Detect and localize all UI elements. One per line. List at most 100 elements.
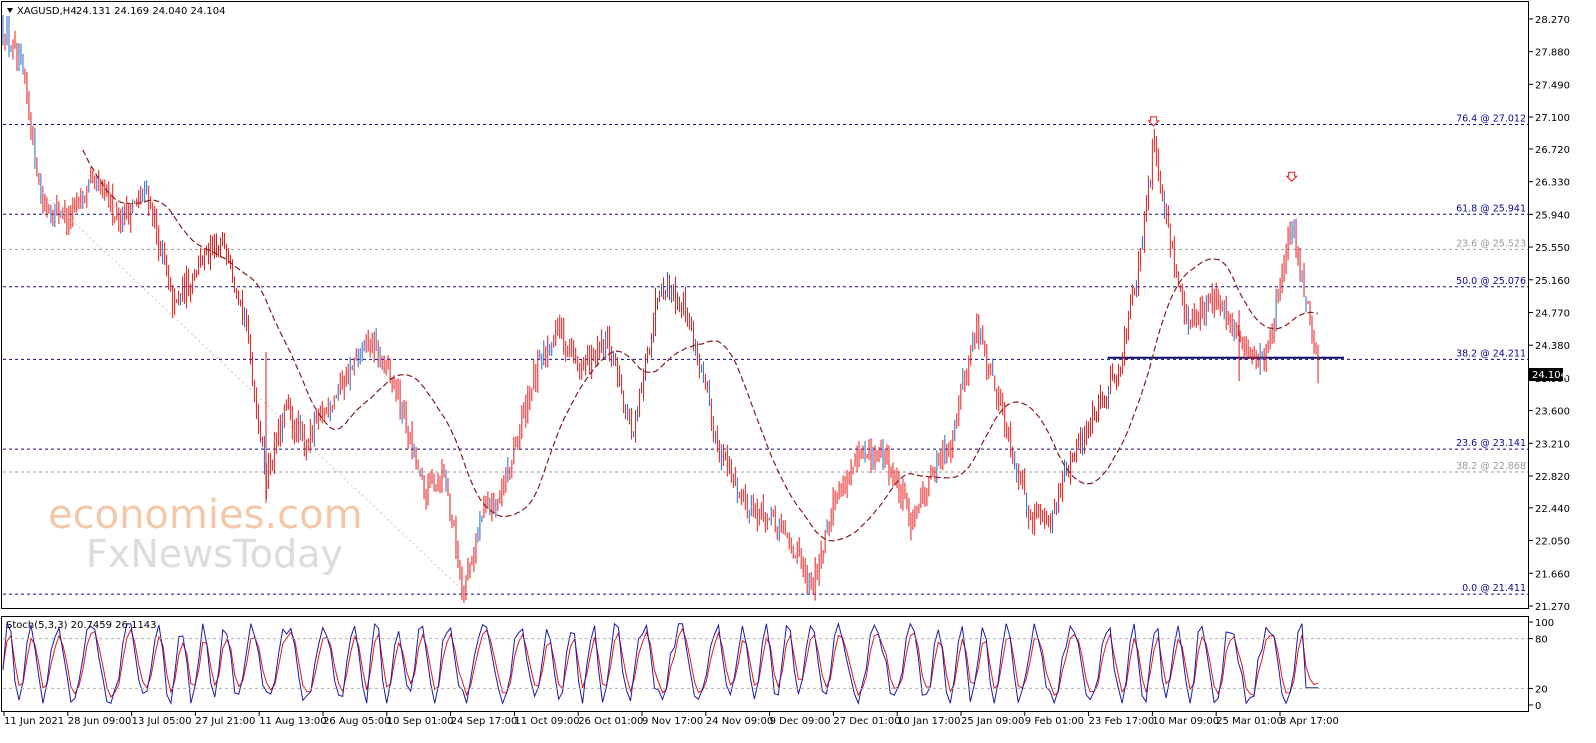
y-tick-label: 22.440 — [1535, 504, 1570, 515]
y-tick-label: 25.550 — [1535, 243, 1570, 254]
fib-level-label: 76.4 @ 27.012 — [1456, 113, 1526, 124]
x-tick: 24 Nov 09:00 — [705, 712, 773, 727]
fib-level: 61.8 @ 25.941 — [3, 203, 1528, 215]
watermark-economies: economies.com — [48, 492, 363, 538]
x-tick-label: 8 Apr 17:00 — [1280, 716, 1339, 727]
main-pane — [1, 1, 1529, 609]
y-tick: 25.940 — [1529, 210, 1570, 221]
x-tick-label: 23 Feb 17:00 — [1089, 716, 1155, 727]
x-tick: 11 Oct 09:00 — [513, 712, 580, 727]
x-tick: 10 Mar 09:00 — [1151, 712, 1219, 727]
y-tick-label: 26.720 — [1535, 145, 1570, 156]
watermark-fxnewstoday: FxNewsToday — [86, 532, 343, 576]
current-price-value: 24.104 — [1532, 370, 1567, 381]
stoch-tick-label: 80 — [1535, 635, 1548, 646]
y-tick-label: 22.050 — [1535, 537, 1570, 548]
fib-level-label: 61.8 @ 25.941 — [1456, 203, 1526, 214]
x-tick-label: 24 Nov 09:00 — [706, 716, 773, 727]
fib-level-label: 23.6 @ 23.141 — [1456, 438, 1526, 449]
y-tick-label: 28.270 — [1535, 15, 1570, 26]
y-tick: 22.820 — [1529, 472, 1570, 483]
x-tick-label: 11 Oct 09:00 — [514, 716, 579, 727]
dropdown-triangle-icon[interactable] — [7, 8, 13, 13]
fib-level-label: 0.0 @ 21.411 — [1462, 583, 1526, 594]
x-tick: 27 Jul 21:00 — [194, 712, 255, 727]
stoch-tick: 0 — [1529, 701, 1541, 712]
fib-level: 0.0 @ 21.411 — [3, 583, 1528, 595]
x-tick-label: 27 Jul 21:00 — [195, 716, 255, 727]
y-tick: 24.770 — [1529, 308, 1570, 319]
x-tick-label: 9 Dec 09:00 — [770, 716, 831, 727]
y-tick: 28.270 — [1529, 15, 1570, 26]
moving-average-layer — [42, 149, 1319, 592]
y-tick: 22.440 — [1529, 504, 1570, 515]
stoch-tick-label: 0 — [1535, 701, 1541, 712]
y-tick-label: 25.940 — [1535, 210, 1570, 221]
y-tick: 22.050 — [1529, 537, 1570, 548]
y-tick-label: 26.330 — [1535, 178, 1570, 189]
y-tick-label: 27.100 — [1535, 113, 1570, 124]
y-tick: 26.720 — [1529, 145, 1570, 156]
y-tick: 26.330 — [1529, 178, 1570, 189]
x-tick: 26 Oct 01:00 — [577, 712, 643, 727]
x-tick: 11 Aug 13:00 — [258, 712, 327, 727]
y-tick: 27.100 — [1529, 113, 1570, 124]
stoch-tick: 20 — [1529, 684, 1548, 695]
y-tick: 21.660 — [1529, 569, 1570, 580]
x-tick-label: 26 Oct 01:00 — [578, 716, 643, 727]
time-axis: 11 Jun 2021 28 Jun 09:00 13 Jul 05:00 27 Ju… — [3, 712, 1339, 727]
y-tick: 23.600 — [1529, 407, 1570, 418]
x-tick: 25 Mar 01:00 — [1215, 712, 1283, 727]
x-tick-label: 24 Sep 17:00 — [451, 716, 518, 727]
y-tick: 24.380 — [1529, 341, 1570, 352]
y-tick-label: 23.600 — [1535, 407, 1570, 418]
y-tick: 27.490 — [1529, 80, 1570, 91]
fib-level: 76.4 @ 27.012 — [3, 113, 1528, 125]
x-tick-label: 27 Dec 01:00 — [833, 716, 900, 727]
x-tick-label: 10 Sep 01:00 — [387, 716, 454, 727]
fibonacci-levels: 76.4 @ 27.012 61.8 @ 25.941 23.6 @ 25.523 5… — [3, 113, 1528, 595]
x-tick-label: 10 Mar 09:00 — [1152, 716, 1219, 727]
x-tick-label: 25 Jan 09:00 — [961, 716, 1024, 727]
x-tick: 27 Dec 01:00 — [832, 712, 901, 727]
stoch-tick: 100 — [1529, 618, 1554, 629]
fib-level-label: 23.6 @ 25.523 — [1456, 238, 1526, 249]
y-tick-label: 21.660 — [1535, 569, 1570, 580]
y-tick: 21.270 — [1529, 602, 1570, 613]
ohlc-values: 24.131 24.169 24.040 24.104 — [76, 6, 226, 17]
x-tick: 9 Dec 09:00 — [769, 712, 831, 727]
x-tick-label: 9 Nov 17:00 — [642, 716, 703, 727]
fib-level-label: 38.2 @ 24.211 — [1456, 348, 1526, 359]
x-tick: 9 Feb 01:00 — [1024, 712, 1084, 727]
stoch-tick-label: 20 — [1535, 684, 1548, 695]
y-tick-label: 25.160 — [1535, 276, 1570, 287]
y-tick-label: 23.210 — [1535, 439, 1570, 450]
y-tick-label: 22.820 — [1535, 472, 1570, 483]
x-tick-label: 9 Feb 01:00 — [1025, 716, 1084, 727]
x-tick: 23 Feb 17:00 — [1088, 712, 1155, 727]
stoch-tick-label: 100 — [1535, 618, 1554, 629]
x-tick: 10 Jan 17:00 — [896, 712, 961, 727]
fib-level: 50.0 @ 25.076 — [3, 276, 1528, 288]
down-arrow-icon — [1285, 171, 1298, 182]
fib-level: 38.2 @ 24.211 — [3, 348, 1528, 360]
y-tick: 23.210 — [1529, 439, 1570, 450]
stochastic-axis: 100 80 20 0 — [3, 618, 1554, 712]
symbol-label: XAGUSD,H4 — [17, 6, 77, 17]
down-arrow-icon — [1147, 116, 1160, 127]
x-tick: 24 Sep 17:00 — [450, 712, 518, 727]
y-tick: 25.550 — [1529, 243, 1570, 254]
stoch-tick: 80 — [1529, 635, 1548, 646]
x-tick: 9 Nov 17:00 — [641, 712, 703, 727]
x-tick: 25 Jan 09:00 — [960, 712, 1024, 727]
trend-line — [42, 192, 464, 592]
fib-level: 23.6 @ 25.523 — [3, 238, 1528, 250]
x-tick-label: 11 Jun 2021 — [4, 716, 64, 727]
fib-level-label: 38.2 @ 22.868 — [1456, 461, 1526, 472]
price-axis: 28.270 27.880 27.490 27.100 26.720 26.330 25.9… — [1529, 15, 1570, 613]
y-tick-label: 21.270 — [1535, 602, 1570, 613]
stoch-signal-line — [2, 627, 1319, 698]
x-tick-label: 11 Aug 13:00 — [259, 716, 326, 727]
x-tick: 11 Jun 2021 — [3, 712, 64, 727]
